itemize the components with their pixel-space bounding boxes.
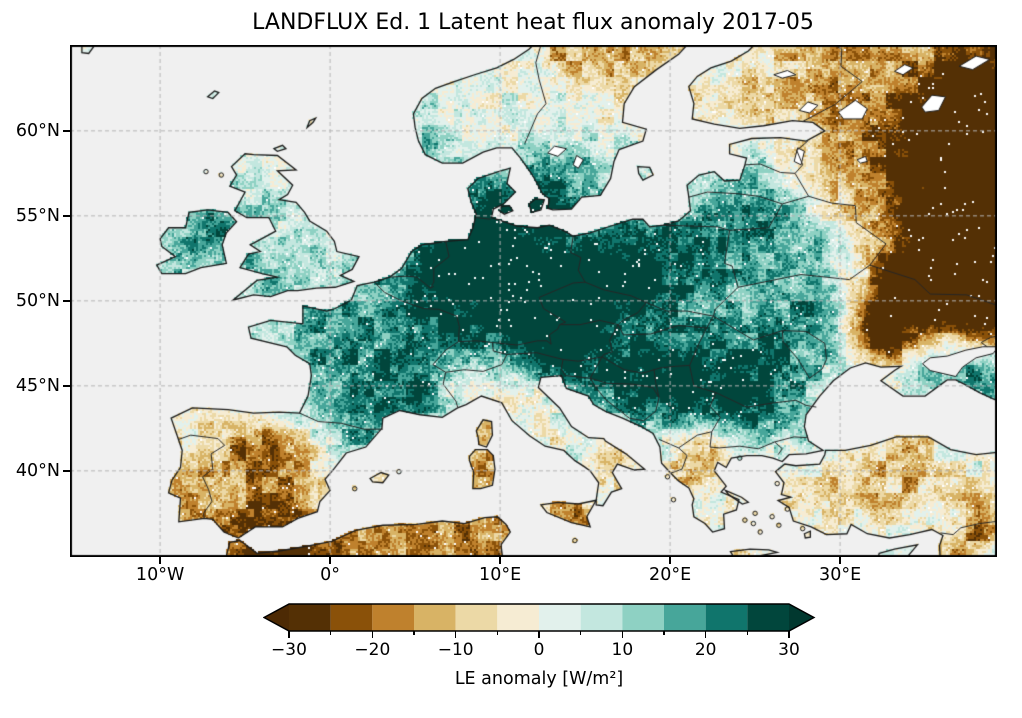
y-axis-tick [63,300,70,302]
y-axis-tick [63,385,70,387]
colorbar-tick [454,631,457,638]
colorbar-tick [621,631,624,638]
colorbar-tick [538,631,540,638]
x-tick-label: 10°W [135,565,185,585]
colorbar-segment [414,604,456,631]
colorbar-tick [579,631,582,635]
colorbar-tick [788,631,790,638]
x-axis-tick [329,557,331,564]
colorbar-segment [539,604,581,631]
y-tick-label: 45°N [15,375,60,396]
y-tick-label: 55°N [15,205,60,226]
colorbar-tick-label: −30 [271,640,307,660]
colorbar-tick-label: 0 [533,640,545,660]
colorbar-tick-label: −10 [437,640,474,660]
y-tick-label: 60°N [15,120,60,141]
x-tick-label: 0° [320,565,341,585]
y-axis-tick [63,215,70,217]
x-tick-label: 30°E [819,565,862,585]
colorbar-tick [288,631,290,638]
colorbar-segment [747,604,789,631]
colorbar-segment [372,604,414,631]
map-canvas [70,45,997,557]
x-axis-tick [499,557,501,564]
colorbar-segment [455,604,498,631]
colorbar-segment [622,604,664,631]
colorbar-svg [263,603,816,632]
colorbar-tick-label: −20 [354,640,391,660]
colorbar-tick-label: 20 [694,640,717,660]
x-axis-tick [159,557,161,564]
colorbar-tick [371,631,374,638]
colorbar-tick [413,631,415,635]
colorbar-tick-label: 10 [611,640,634,660]
colorbar-segment [330,604,373,631]
colorbar-segment [705,604,748,631]
x-axis-tick [669,557,671,564]
colorbar-segment [497,604,539,631]
colorbar-tick [746,631,749,635]
colorbar-over-arrow [789,604,814,631]
colorbar-label: LE anomaly [W/m²] [454,669,624,689]
y-axis-tick [63,470,70,472]
x-axis-tick [839,557,841,564]
colorbar-under-arrow [264,604,289,631]
y-axis-tick [63,130,70,132]
colorbar-segment [289,604,331,631]
colorbar-segment [664,604,706,631]
colorbar-tick [704,631,707,638]
colorbar-tick [663,631,665,635]
x-tick-label: 10°E [479,565,522,585]
y-tick-label: 50°N [15,290,60,311]
figure-title: LANDFLUX Ed. 1 Latent heat flux anomaly … [252,10,814,35]
colorbar-tick [329,631,332,635]
colorbar-tick-label: 30 [778,640,800,660]
colorbar-segment [580,604,623,631]
y-tick-label: 40°N [15,460,60,481]
x-tick-label: 20°E [649,565,692,585]
colorbar-tick [496,631,499,635]
